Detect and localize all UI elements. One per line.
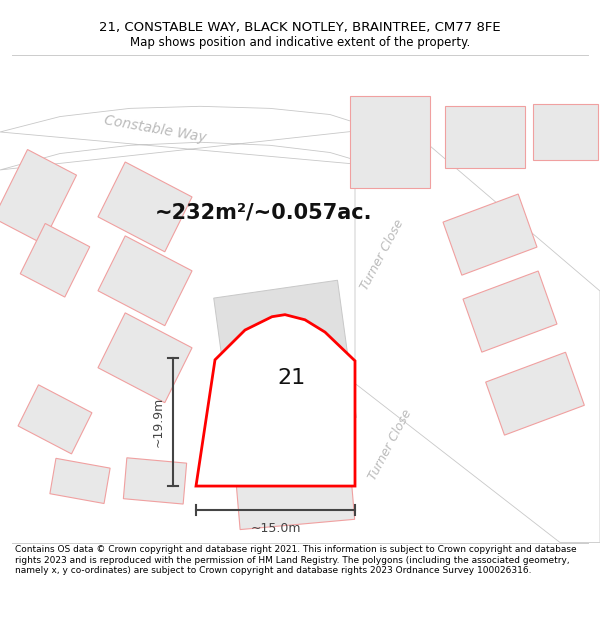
Polygon shape <box>98 162 192 252</box>
Polygon shape <box>18 385 92 454</box>
Text: Constable Way: Constable Way <box>103 113 207 145</box>
Text: Turner Close: Turner Close <box>358 217 406 292</box>
Polygon shape <box>196 314 355 486</box>
Polygon shape <box>124 458 187 504</box>
Polygon shape <box>50 458 110 504</box>
Polygon shape <box>533 104 598 160</box>
Polygon shape <box>445 106 525 168</box>
Polygon shape <box>0 149 77 244</box>
Text: 21, CONSTABLE WAY, BLACK NOTLEY, BRAINTREE, CM77 8FE: 21, CONSTABLE WAY, BLACK NOTLEY, BRAINTR… <box>99 21 501 34</box>
Text: 21: 21 <box>278 368 306 388</box>
Text: Map shows position and indicative extent of the property.: Map shows position and indicative extent… <box>130 36 470 49</box>
Polygon shape <box>350 96 430 188</box>
Polygon shape <box>443 194 537 275</box>
Polygon shape <box>98 236 192 326</box>
Polygon shape <box>355 111 600 542</box>
Text: Contains OS data © Crown copyright and database right 2021. This information is : Contains OS data © Crown copyright and d… <box>15 546 577 575</box>
Text: ~15.0m: ~15.0m <box>250 522 301 535</box>
Polygon shape <box>20 224 90 297</box>
Polygon shape <box>485 352 584 435</box>
Text: ~19.9m: ~19.9m <box>152 397 165 447</box>
Polygon shape <box>463 271 557 352</box>
Polygon shape <box>98 313 192 402</box>
Polygon shape <box>214 280 356 435</box>
Text: Turner Close: Turner Close <box>366 408 414 482</box>
Text: ~232m²/~0.057ac.: ~232m²/~0.057ac. <box>155 202 373 222</box>
Polygon shape <box>235 463 355 529</box>
Polygon shape <box>0 106 375 170</box>
